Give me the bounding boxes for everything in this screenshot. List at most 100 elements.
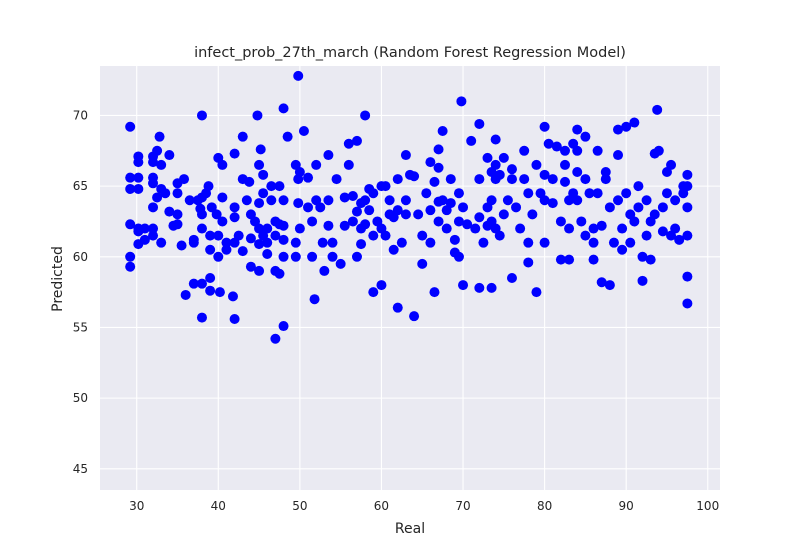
data-point: [327, 251, 338, 262]
data-point: [437, 195, 448, 206]
data-point: [413, 209, 424, 220]
data-point: [551, 141, 562, 152]
data-point: [309, 294, 320, 305]
data-point: [523, 257, 534, 268]
data-point: [274, 181, 285, 192]
chart-title: infect_prob_27th_march (Random Forest Re…: [194, 45, 626, 61]
data-point: [278, 321, 289, 332]
data-point: [474, 282, 485, 293]
data-point: [229, 313, 240, 324]
data-point: [523, 188, 534, 199]
data-point: [629, 216, 640, 227]
data-point: [213, 251, 224, 262]
data-point: [241, 195, 252, 206]
data-point: [139, 223, 150, 234]
data-point: [229, 202, 240, 213]
data-point: [133, 183, 144, 194]
data-point: [625, 237, 636, 248]
data-point: [482, 152, 493, 163]
data-point: [425, 157, 436, 168]
data-point: [164, 150, 175, 161]
data-point: [339, 220, 350, 231]
data-point: [527, 209, 538, 220]
data-point: [180, 289, 191, 300]
data-point: [682, 169, 693, 180]
data-point: [670, 223, 681, 234]
data-point: [453, 216, 464, 227]
x-tick-label: 40: [211, 499, 226, 513]
data-point: [400, 150, 411, 161]
y-axis-label: Predicted: [50, 246, 66, 312]
data-point: [392, 205, 403, 216]
data-point: [682, 181, 693, 192]
data-point: [682, 298, 693, 309]
data-point: [368, 230, 379, 241]
data-point: [531, 159, 542, 170]
data-point: [368, 188, 379, 199]
data-point: [205, 273, 216, 283]
data-point: [184, 195, 195, 206]
data-point: [474, 212, 485, 223]
data-point: [347, 191, 358, 202]
data-point: [564, 254, 575, 265]
grid: [100, 66, 720, 490]
data-point: [364, 205, 375, 216]
data-point: [307, 251, 318, 262]
data-point: [244, 176, 255, 187]
data-point: [657, 202, 668, 213]
data-point: [254, 265, 265, 276]
data-point: [252, 110, 263, 121]
data-point: [580, 131, 591, 142]
data-point: [425, 237, 436, 248]
data-point: [592, 145, 603, 156]
data-point: [360, 110, 371, 121]
data-point: [294, 223, 305, 234]
data-point: [203, 181, 214, 192]
data-point: [576, 216, 587, 227]
data-point: [523, 237, 534, 248]
data-point: [172, 209, 183, 220]
data-point: [196, 312, 207, 323]
data-point: [196, 110, 207, 121]
y-tick-label: 50: [73, 391, 88, 405]
data-point: [657, 226, 668, 237]
data-point: [152, 145, 163, 156]
data-point: [148, 178, 159, 189]
data-point: [380, 181, 391, 192]
data-point: [596, 277, 607, 288]
data-point: [380, 230, 391, 241]
data-point: [196, 278, 207, 289]
x-tick-label: 50: [292, 499, 307, 513]
data-point: [682, 271, 693, 282]
data-point: [125, 183, 136, 194]
data-point: [205, 285, 216, 296]
data-point: [323, 220, 334, 231]
data-point: [196, 209, 207, 220]
data-point: [674, 234, 685, 245]
data-point: [125, 121, 136, 132]
data-point: [125, 172, 136, 183]
data-point: [258, 188, 269, 199]
data-point: [588, 254, 599, 265]
data-point: [539, 169, 550, 180]
data-point: [233, 230, 244, 241]
y-tick-label: 60: [73, 250, 88, 264]
data-point: [641, 195, 652, 206]
data-point: [498, 152, 509, 163]
y-tick-label: 70: [73, 108, 88, 122]
data-point: [160, 188, 171, 199]
data-point: [294, 167, 305, 177]
data-point: [356, 239, 367, 250]
data-point: [494, 169, 505, 180]
data-point: [539, 237, 550, 248]
data-point: [217, 159, 228, 170]
data-point: [608, 237, 619, 248]
data-point: [682, 230, 693, 241]
data-point: [560, 145, 570, 156]
data-point: [433, 162, 444, 173]
data-point: [621, 188, 632, 199]
data-point: [360, 195, 371, 206]
data-point: [148, 223, 159, 234]
x-tick-label: 100: [696, 499, 719, 513]
x-tick-label: 70: [455, 499, 470, 513]
